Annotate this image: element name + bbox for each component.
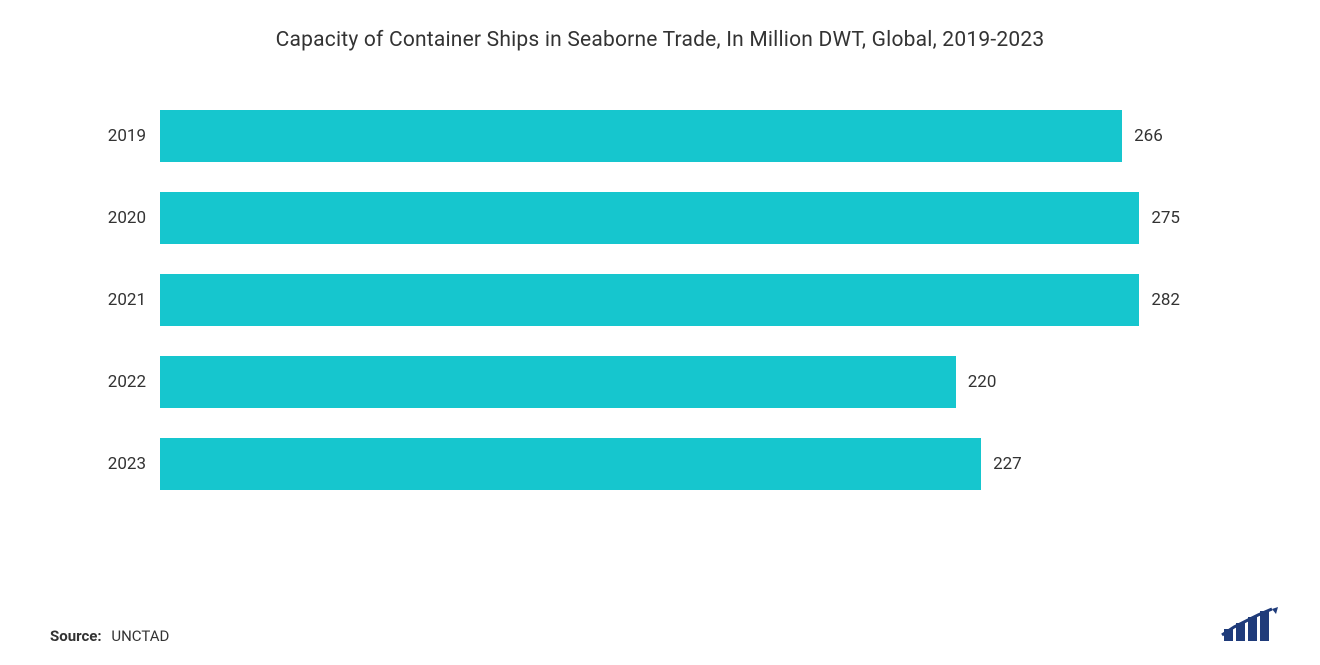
source-label: Source: [50,627,102,645]
bar-track: 220 [160,356,1180,408]
bar-row: 2023 227 [100,438,1180,490]
y-axis-label: 2021 [100,290,160,310]
bar [160,192,1139,244]
bar-track: 275 [160,192,1180,244]
bar-value-label: 220 [956,372,997,392]
bar [160,274,1139,326]
chart-container: Capacity of Container Ships in Seaborne … [0,0,1320,665]
chart-title: Capacity of Container Ships in Seaborne … [40,28,1280,52]
bar-value-label: 275 [1139,208,1180,228]
bar-row: 2022 220 [100,356,1180,408]
bar-row: 2021 282 [100,274,1180,326]
bar-row: 2020 275 [100,192,1180,244]
bar [160,356,956,408]
bar-track: 227 [160,438,1180,490]
bar-row: 2019 266 [100,110,1180,162]
bar [160,438,981,490]
y-axis-label: 2023 [100,454,160,474]
plot-area: 2019 266 2020 275 2021 282 2022 [40,100,1280,559]
source-citation: Source: UNCTAD [50,627,169,645]
bar-track: 266 [160,110,1180,162]
mordor-intelligence-logo-icon [1218,605,1280,645]
chart-footer: Source: UNCTAD [40,599,1280,645]
bar-value-label: 282 [1139,290,1180,310]
bar-track: 282 [160,274,1180,326]
bar-value-label: 227 [981,454,1022,474]
y-axis-label: 2022 [100,372,160,392]
source-value: UNCTAD [111,627,169,645]
y-axis-label: 2020 [100,208,160,228]
bar [160,110,1122,162]
y-axis-label: 2019 [100,126,160,146]
bar-value-label: 266 [1122,126,1163,146]
